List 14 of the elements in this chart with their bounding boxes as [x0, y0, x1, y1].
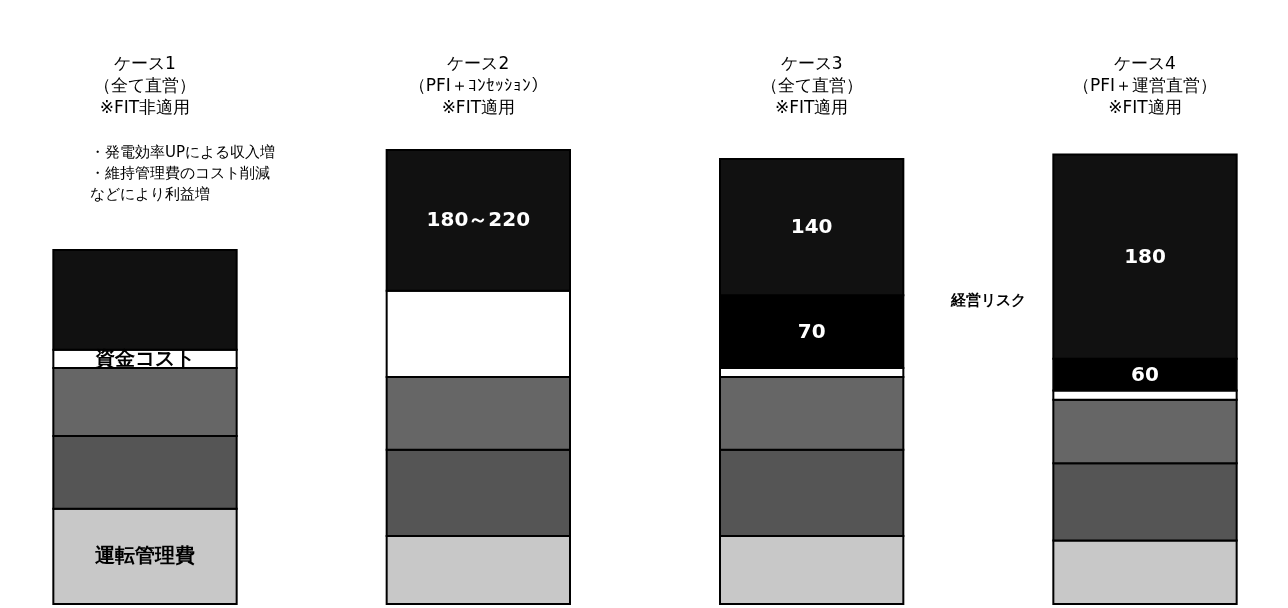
annotation: 180～220: [426, 207, 531, 232]
annotation: ・発電効率UPによる収入増: [90, 143, 276, 161]
annotation: などにより利益増: [90, 185, 210, 203]
x-tick-label: ケース3 （全て直営） ※FIT適用: [760, 52, 863, 117]
series-label: 運転管理費: [94, 543, 195, 568]
annotation: 60: [1131, 361, 1159, 386]
annotation: 経営リスク: [950, 291, 1027, 309]
annotation: 140: [790, 214, 833, 239]
annotation: 180: [1124, 243, 1166, 268]
annotation: 70: [797, 318, 826, 343]
x-tick-label: ケース1 （全て直営） ※FIT非適用: [94, 52, 196, 117]
x-tick-label: ケース4 （PFI＋運営直営） ※FIT適用: [1072, 52, 1218, 117]
x-tick-label: ケース2 （PFI＋ｺﾝｾｯｼｮﾝ） ※FIT適用: [408, 52, 548, 117]
annotation: ・維持管理費のコスト削減: [90, 164, 270, 182]
